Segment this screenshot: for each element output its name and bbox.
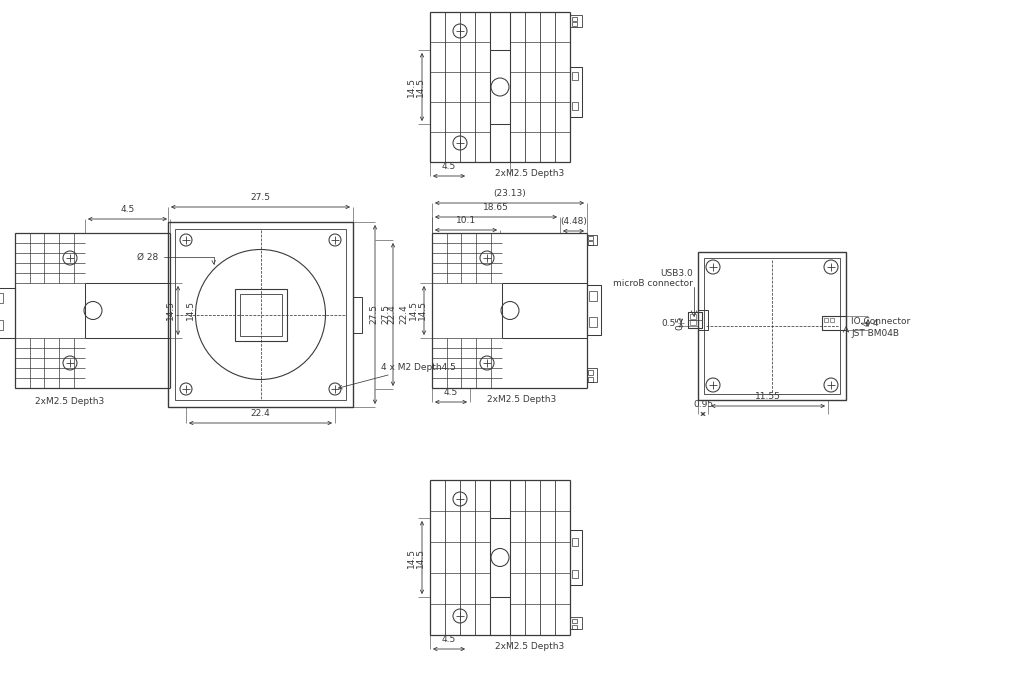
Text: JST BM04B: JST BM04B [851, 328, 899, 337]
Text: 10.1: 10.1 [456, 216, 476, 225]
Text: 4: 4 [873, 318, 879, 328]
Bar [570, 617, 582, 629]
Bar [589, 291, 597, 301]
Text: 0.5: 0.5 [661, 318, 676, 328]
Bar [235, 288, 286, 340]
Bar [698, 310, 708, 330]
Text: 14.5: 14.5 [416, 77, 425, 97]
Text: 14.5: 14.5 [407, 547, 416, 568]
Bar [588, 377, 593, 382]
Bar [703, 258, 840, 394]
Bar [572, 538, 578, 546]
Bar [587, 235, 597, 245]
Text: 18.65: 18.65 [483, 203, 509, 212]
Text: 11.55: 11.55 [755, 392, 781, 401]
Text: 14.5: 14.5 [409, 300, 418, 321]
Text: 2xM2.5 Depth3: 2xM2.5 Depth3 [495, 642, 564, 651]
Text: 4.5: 4.5 [121, 205, 135, 214]
Text: 4: 4 [862, 320, 871, 326]
Bar [0, 288, 15, 338]
Bar [0, 320, 3, 330]
Bar [168, 222, 353, 407]
Text: 4.5: 4.5 [444, 388, 458, 397]
Text: 4.5: 4.5 [442, 162, 456, 171]
Bar [822, 316, 846, 330]
Bar [0, 293, 3, 303]
Text: 14.5: 14.5 [418, 300, 427, 321]
Bar [587, 285, 600, 335]
Text: IO Connector: IO Connector [851, 316, 911, 326]
Bar [588, 241, 593, 245]
Bar [240, 293, 281, 335]
Bar [690, 314, 696, 319]
Bar [824, 318, 828, 322]
Bar [588, 236, 593, 240]
Text: 27.5: 27.5 [381, 304, 390, 325]
Bar [572, 102, 578, 110]
Bar [572, 72, 578, 80]
Text: 14.5: 14.5 [166, 300, 175, 321]
Bar [572, 22, 577, 26]
Text: USB3.0: USB3.0 [660, 270, 693, 279]
Text: 27.5: 27.5 [369, 304, 378, 325]
Bar [688, 312, 702, 320]
Text: 4.5: 4.5 [442, 635, 456, 644]
Text: 2xM2.5 Depth3: 2xM2.5 Depth3 [35, 397, 104, 406]
Text: 0.5: 0.5 [675, 316, 684, 330]
Text: 27.5: 27.5 [250, 193, 271, 202]
Bar [175, 229, 346, 400]
Text: 22.4: 22.4 [250, 409, 270, 418]
Text: 22.4: 22.4 [399, 304, 408, 324]
Text: (4.48): (4.48) [560, 217, 587, 226]
Bar [688, 312, 702, 328]
Text: 2xM2.5 Depth3: 2xM2.5 Depth3 [487, 395, 556, 404]
Text: 22.4: 22.4 [387, 304, 396, 324]
Text: 14.5: 14.5 [416, 547, 425, 568]
Bar [698, 252, 846, 400]
Text: 14.5: 14.5 [186, 300, 195, 321]
Bar [587, 368, 597, 382]
Text: microB connector: microB connector [613, 279, 693, 288]
Text: Ø 28: Ø 28 [137, 253, 215, 264]
Bar [589, 317, 597, 327]
Bar [690, 320, 696, 325]
Bar [353, 297, 362, 332]
Bar [570, 67, 582, 117]
Text: 2xM2.5 Depth3: 2xM2.5 Depth3 [495, 169, 564, 178]
Bar [588, 370, 593, 375]
Bar [570, 530, 582, 585]
Text: 0.95: 0.95 [693, 400, 713, 409]
Text: 14.5: 14.5 [407, 77, 416, 97]
Text: 4 x M2 Depth4.5: 4 x M2 Depth4.5 [339, 363, 456, 389]
Text: (23.13): (23.13) [493, 189, 526, 198]
Bar [572, 625, 577, 629]
Bar [572, 570, 578, 578]
Bar [572, 619, 577, 623]
Bar [830, 318, 834, 322]
Bar [572, 17, 577, 21]
Bar [570, 15, 582, 27]
